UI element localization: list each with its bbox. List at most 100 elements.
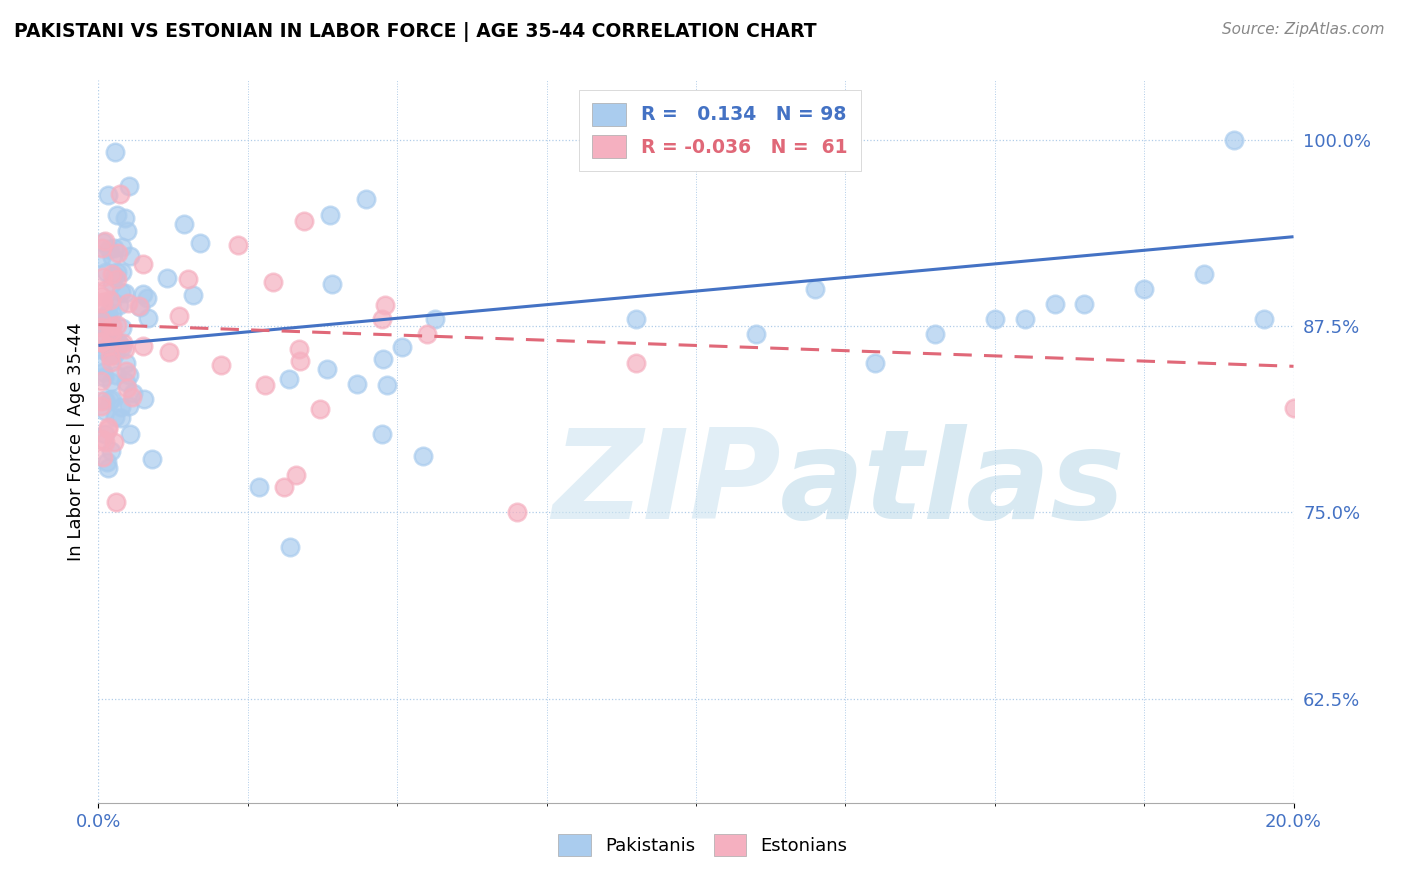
Point [169,309,191,323]
Point [90,374,112,388]
Point [135,291,157,305]
Point [90,317,112,331]
Point [90,327,112,342]
Point [107,245,129,260]
Point [375,378,398,392]
Point [506,505,529,519]
Point [132,257,155,271]
Point [278,372,301,386]
Point [105,495,128,509]
Point [118,368,141,383]
Point [111,336,134,351]
Point [100,276,122,290]
Point [100,376,122,390]
Point [97,461,120,475]
Point [285,467,308,482]
Point [318,208,340,222]
Point [129,301,152,315]
Point [111,240,134,254]
Point [1073,297,1095,311]
Point [90,342,112,356]
Point [865,356,887,370]
Point [100,354,122,368]
Text: PAKISTANI VS ESTONIAN IN LABOR FORCE | AGE 35-44 CORRELATION CHART: PAKISTANI VS ESTONIAN IN LABOR FORCE | A… [14,22,817,42]
Point [278,540,301,554]
Point [98,349,121,363]
Point [316,362,339,376]
Point [104,410,127,425]
Point [371,311,394,326]
Point [157,345,180,359]
Point [141,451,163,466]
Point [110,285,132,300]
Point [626,311,648,326]
Legend: Pakistanis, Estonians: Pakistanis, Estonians [550,825,856,865]
Point [1223,133,1246,147]
Point [117,296,139,310]
Point [254,378,277,392]
Point [104,268,127,283]
Point [118,400,141,414]
Point [288,354,311,368]
Point [371,351,394,366]
Point [114,356,136,370]
Point [132,339,155,353]
Point [108,337,131,351]
Point [309,402,332,417]
Point [100,444,122,458]
Point [118,179,141,194]
Point [108,186,131,201]
Point [110,411,132,425]
Point [91,432,114,446]
Point [346,376,368,391]
Point [96,307,118,321]
Point [114,285,136,300]
Point [90,319,112,334]
Point [107,297,129,311]
Point [91,295,114,310]
Point [181,287,204,301]
Point [97,308,120,322]
Point [107,334,129,349]
Y-axis label: In Labor Force | Age 35-44: In Labor Force | Age 35-44 [66,322,84,561]
Point [115,375,138,389]
Point [226,238,249,252]
Point [90,313,112,327]
Point [177,271,200,285]
Point [90,335,112,350]
Point [105,342,128,356]
Point [101,268,124,282]
Point [247,480,270,494]
Point [156,271,179,285]
Point [132,392,155,406]
Point [273,480,295,494]
Point [371,427,394,442]
Point [128,299,150,313]
Point [101,250,124,264]
Point [120,426,142,441]
Point [94,235,117,249]
Point [122,386,145,401]
Point [98,392,121,407]
Point [91,241,114,255]
Point [374,297,396,311]
Point [101,326,124,341]
Point [96,307,118,321]
Point [90,394,112,409]
Point [924,326,946,341]
Point [98,326,121,341]
Point [1192,267,1215,281]
Point [103,435,125,450]
Point [131,287,153,301]
Point [416,326,439,341]
Point [98,242,121,256]
Point [111,320,134,334]
Point [100,293,122,308]
Text: atlas: atlas [779,425,1125,545]
Point [111,265,134,279]
Point [105,208,128,222]
Point [984,311,1007,326]
Point [391,340,413,354]
Point [114,211,136,226]
Point [100,337,122,351]
